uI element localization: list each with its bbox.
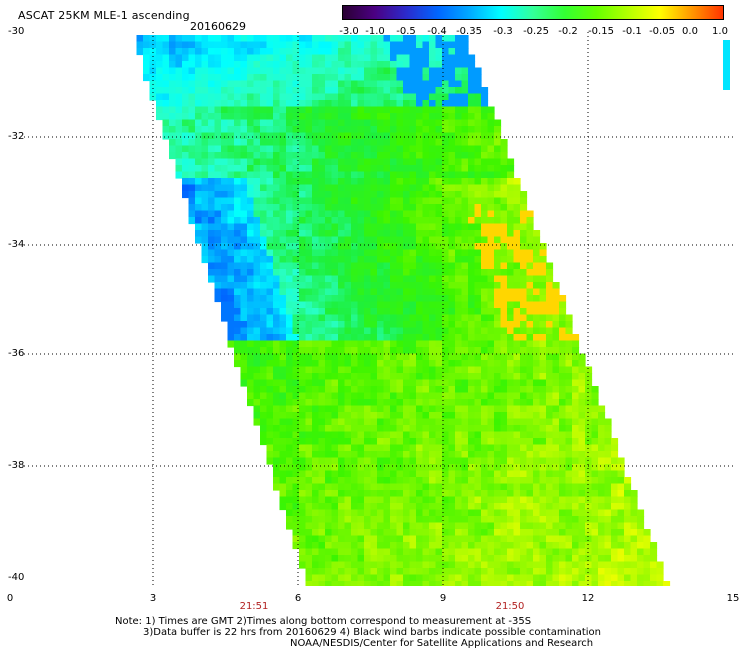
product-date: 20160629	[190, 20, 246, 33]
note-line-2: 3)Data buffer is 22 hrs from 20160629 4)…	[143, 627, 601, 638]
colorbar-tick-label: -1.0	[365, 26, 385, 37]
product-title: ASCAT 25KM MLE-1 ascending	[18, 9, 190, 22]
colorbar-tick-label: -0.15	[588, 26, 614, 37]
edge-strip	[723, 40, 730, 90]
colorbar-tick-label: -0.2	[558, 26, 578, 37]
y-tick-label: -34	[8, 239, 25, 250]
x-tick-label: 9	[439, 593, 447, 604]
pass-time-label: 21:51	[239, 601, 269, 612]
x-tick-label: 6	[294, 593, 302, 604]
x-tick-label: 12	[581, 593, 595, 604]
y-tick-label: -30	[8, 26, 25, 37]
colorbar-tick-label: -0.1	[622, 26, 642, 37]
x-tick-label: 15	[726, 593, 740, 604]
y-tick-label: -38	[8, 460, 25, 471]
colorbar-tick-label: -0.3	[493, 26, 513, 37]
colorbar-tick-label: -0.25	[523, 26, 549, 37]
gridlines	[8, 32, 733, 586]
colorbar	[342, 5, 724, 20]
x-tick-label: 3	[149, 593, 157, 604]
ascat-swath	[136, 35, 671, 586]
x-tick-label: 0	[6, 593, 14, 604]
colorbar-tick-label: 0.0	[682, 26, 698, 37]
colorbar-tick-label: 1.0	[712, 26, 728, 37]
note-line-1: Note: 1) Times are GMT 2)Times along bot…	[115, 616, 532, 627]
swath-map	[8, 32, 733, 586]
colorbar-tick-label: -0.5	[396, 26, 416, 37]
colorbar-tick-label: -0.4	[427, 26, 447, 37]
colorbar-tick-label: -0.05	[649, 26, 675, 37]
y-tick-label: -36	[8, 348, 25, 359]
y-tick-label: -40	[8, 572, 25, 583]
colorbar-tick-label: -3.0	[339, 26, 359, 37]
colorbar-tick-label: -0.35	[456, 26, 482, 37]
y-tick-label: -32	[8, 131, 25, 142]
note-line-3: NOAA/NESDIS/Center for Satellite Applica…	[290, 638, 594, 649]
pass-time-label: 21:50	[495, 601, 525, 612]
